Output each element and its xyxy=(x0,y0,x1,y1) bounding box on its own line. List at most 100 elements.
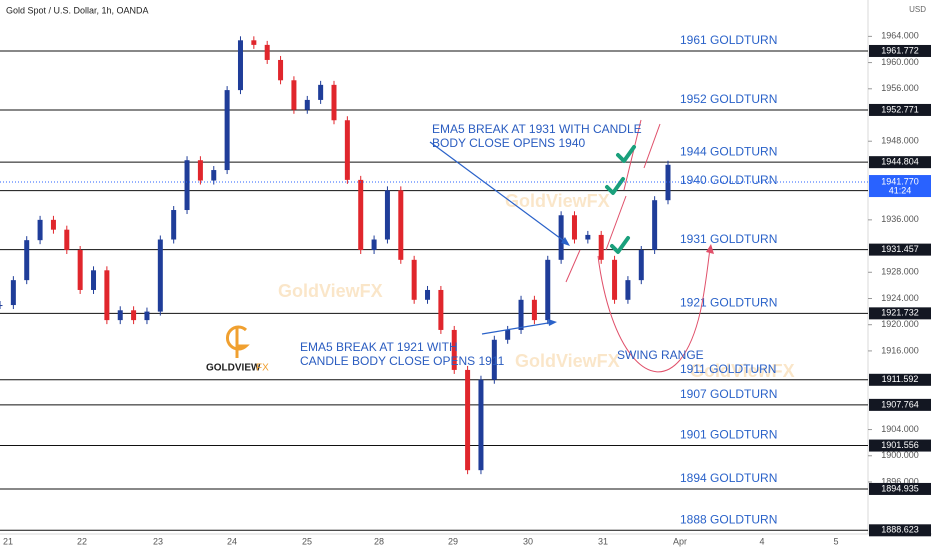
candle xyxy=(104,270,110,321)
candle xyxy=(371,239,377,250)
candles xyxy=(0,36,671,475)
x-tick-label: 23 xyxy=(153,536,163,546)
levels: 1961 GOLDTURN 1952 GOLDTURN 1944 GOLDTURN 1… xyxy=(0,33,868,531)
logo-text: FX xyxy=(256,363,269,374)
checkmark xyxy=(616,145,636,163)
candle xyxy=(197,160,203,181)
level-tag xyxy=(869,524,931,537)
level-tag-text: 1952.771 xyxy=(881,104,919,114)
swing-curve xyxy=(597,247,711,373)
logo: GOLDVIEW FX xyxy=(206,325,269,374)
level-tag xyxy=(869,482,931,495)
candle xyxy=(465,369,471,471)
level-tag-text: 1921.732 xyxy=(881,308,919,318)
watermark: GoldViewFX xyxy=(505,191,610,211)
arrows xyxy=(429,119,714,373)
candle xyxy=(344,120,350,180)
arrow xyxy=(429,141,569,245)
candle xyxy=(64,229,70,250)
watermark: GoldViewFX xyxy=(515,351,620,371)
checkmark xyxy=(610,236,630,254)
arrow xyxy=(565,249,581,283)
x-tick-label: Apr xyxy=(673,536,687,546)
level-label: 1907 GOLDTURN xyxy=(680,387,777,401)
candle xyxy=(505,329,511,340)
candle xyxy=(625,280,631,300)
candle xyxy=(638,249,644,281)
candle xyxy=(264,44,270,60)
annotation: EMA5 BREAK AT 1921 WITH xyxy=(300,340,458,354)
annotation: BODY CLOSE OPENS 1940 xyxy=(432,136,586,150)
level-label: 1911 GOLDTURN xyxy=(680,362,776,376)
x-tick-label: 4 xyxy=(759,536,764,546)
arrow xyxy=(623,119,642,191)
price-axis: 1964.000 1960.000 1956.000 1948.000 1936.000… xyxy=(0,31,931,537)
candle xyxy=(77,249,83,290)
candle xyxy=(518,299,524,330)
candle xyxy=(251,40,257,45)
level-label: 1894 GOLDTURN xyxy=(680,471,777,485)
candle xyxy=(478,379,484,471)
candle xyxy=(237,40,243,91)
candle xyxy=(358,179,364,250)
level-tag-text: 1961.772 xyxy=(881,45,919,55)
level-tag xyxy=(869,103,931,116)
candle xyxy=(50,219,56,230)
candle xyxy=(558,215,564,260)
y-tick-label: 1896.000 xyxy=(881,476,919,486)
candle xyxy=(531,299,537,321)
level-tag-text: 1911.592 xyxy=(882,374,919,384)
y-tick-label: 1920.000 xyxy=(881,319,919,329)
level-tag xyxy=(869,373,931,386)
candle xyxy=(278,59,284,81)
arrow xyxy=(643,123,661,169)
candle xyxy=(545,259,551,321)
candle xyxy=(0,305,3,307)
candle xyxy=(571,215,577,240)
x-tick-label: 30 xyxy=(523,536,533,546)
annotation: CANDLE BODY CLOSE OPENS 1911 xyxy=(300,354,505,368)
annotation: EMA5 BREAK AT 1931 WITH CANDLE xyxy=(432,122,642,136)
checkmarks xyxy=(605,145,636,254)
x-tick-label: 25 xyxy=(302,536,312,546)
x-tick-label: 28 xyxy=(374,536,384,546)
level-tag xyxy=(869,243,931,256)
level-tag-text: 1907.764 xyxy=(881,399,919,409)
last-price-tag xyxy=(869,175,931,198)
x-tick-label: 29 xyxy=(448,536,458,546)
candle xyxy=(585,234,591,240)
level-tag xyxy=(869,44,931,57)
candle xyxy=(37,219,43,241)
watermarks: GoldViewFX GoldViewFX GoldViewFX GoldViewFX xyxy=(278,191,795,381)
candle xyxy=(318,84,324,100)
arrow-head xyxy=(706,244,714,254)
countdown-text: 41:24 xyxy=(889,185,912,195)
candle xyxy=(304,99,310,110)
arrow xyxy=(481,321,555,335)
y-tick-label: 1960.000 xyxy=(881,57,919,67)
level-tag-text: 1944.804 xyxy=(881,157,919,167)
level-label: 1952 GOLDTURN xyxy=(680,92,777,106)
candle xyxy=(157,239,163,312)
y-tick-label: 1956.000 xyxy=(881,83,919,93)
candle xyxy=(291,80,297,110)
candle xyxy=(331,84,337,121)
watermark: GoldViewFX xyxy=(278,281,383,301)
candle xyxy=(131,310,137,321)
candle xyxy=(491,339,497,380)
candle xyxy=(598,234,604,260)
candle xyxy=(211,170,217,181)
y-tick-label: 1924.000 xyxy=(881,293,919,303)
candle xyxy=(24,240,30,281)
annotation: SWING RANGE xyxy=(617,348,704,362)
arrow-head xyxy=(561,237,570,246)
x-tick-label: 5 xyxy=(833,536,838,546)
candle xyxy=(612,259,618,300)
level-tag-text: 1901.556 xyxy=(881,440,919,450)
y-tick-label: 1936.000 xyxy=(881,214,919,224)
x-tick-label: 22 xyxy=(77,536,87,546)
level-label: 1944 GOLDTURN xyxy=(680,144,777,158)
x-tick-label: 21 xyxy=(3,536,13,546)
candle xyxy=(144,311,150,321)
